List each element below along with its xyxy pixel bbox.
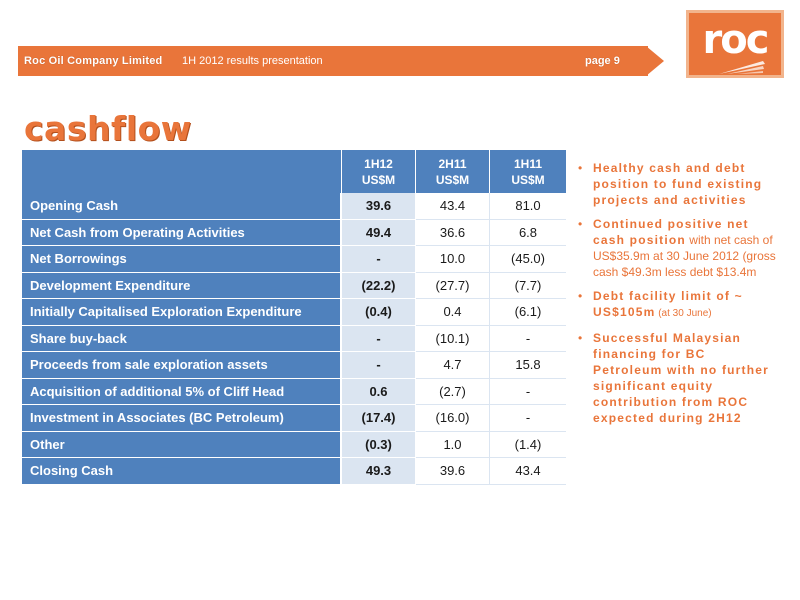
table-row: Initially Capitalised Exploration Expend… [22,299,566,326]
page-title: cashflow [24,109,192,148]
table-row: Net Cash from Operating Activities 49.4 36… [22,219,566,246]
value-1h11: 6.8 [490,219,566,246]
key-point: • Continued positive net cash position wi… [578,217,776,279]
row-label: Initially Capitalised Exploration Expend… [22,299,342,326]
header-banner [18,46,648,76]
value-1h11: (7.7) [490,272,566,299]
row-label: Opening Cash [22,193,342,220]
row-label: Other [22,431,342,458]
value-1h11: - [490,378,566,405]
value-1h12: - [342,325,416,352]
value-2h11: 43.4 [416,193,490,220]
company-name: Roc Oil Company Limited [24,55,163,67]
row-label: Development Expenditure [22,272,342,299]
value-1h12: 0.6 [342,378,416,405]
bullet-icon: • [578,289,583,303]
value-1h12: 39.6 [342,193,416,220]
value-1h11: - [490,325,566,352]
table-row: Proceeds from sale exploration assets -4.… [22,352,566,379]
table-row: Acquisition of additional 5% of Cliff He… [22,378,566,405]
table-row: Net Borrowings -10.0 (45.0) [22,246,566,273]
value-1h12: 49.4 [342,219,416,246]
value-1h12: (0.4) [342,299,416,326]
value-1h12: - [342,246,416,273]
bullet-icon: • [578,217,583,231]
value-2h11: (2.7) [416,378,490,405]
key-points-list: • Healthy cash and debt position to fund … [578,160,778,434]
row-label: Share buy-back [22,325,342,352]
row-label: Acquisition of additional 5% of Cliff He… [22,378,342,405]
table-row: Share buy-back - (10.1) - [22,325,566,352]
value-1h11: 15.8 [490,352,566,379]
cashflow-table: 1H12 US$M 2H11 US$M 1H11 US$M Opening Cash 3… [22,150,566,485]
value-2h11: 0.4 [416,299,490,326]
bullet-icon: • [578,161,583,175]
value-2h11: (27.7) [416,272,490,299]
key-point: • Healthy cash and debt position to fund … [578,161,763,207]
row-label: Proceeds from sale exploration assets [22,352,342,379]
bullet-icon: • [578,331,583,345]
table-row: Opening Cash 39.6 43.4 81.0 [22,193,566,220]
table-header-row: 1H12 US$M 2H11 US$M 1H11 US$M [22,150,566,193]
table-row: Closing Cash 49.3 39.6 43.4 [22,458,566,485]
value-2h11: 4.7 [416,352,490,379]
table-header-cell: 1H12 US$M [342,150,416,193]
key-point: • Debt facility limit of ~ US$105m (at 30… [578,289,743,319]
header-banner-arrow [646,46,664,76]
value-1h12: (0.3) [342,431,416,458]
table-row: Development Expenditure (22.2) (27.7) (7.7) [22,272,566,299]
value-1h11: 81.0 [490,193,566,220]
table-row: Other (0.3) 1.0 (1.4) [22,431,566,458]
value-1h12: - [342,352,416,379]
row-label: Net Cash from Operating Activities [22,219,342,246]
presentation-subtitle: 1H 2012 results presentation [182,55,323,67]
value-1h11: (6.1) [490,299,566,326]
value-1h11: 43.4 [490,458,566,485]
logo-text: roc [702,17,770,63]
key-point: • Successful Malaysian financing for BC P… [578,331,770,425]
row-label: Closing Cash [22,458,342,485]
value-1h11: (1.4) [490,431,566,458]
table-header-cell: 2H11 US$M [416,150,490,193]
value-1h12: (17.4) [342,405,416,432]
page-number: page 9 [585,55,620,67]
value-1h12: (22.2) [342,272,416,299]
row-label: Investment in Associates (BC Petroleum) [22,405,342,432]
table-header-cell: 1H11 US$M [490,150,566,193]
value-2h11: (16.0) [416,405,490,432]
table-header-blank [22,150,342,193]
table-row: Investment in Associates (BC Petroleum)(… [22,405,566,432]
value-1h11: (45.0) [490,246,566,273]
value-2h11: 39.6 [416,458,490,485]
value-2h11: (10.1) [416,325,490,352]
logo-rays-icon [719,61,765,74]
row-label: Net Borrowings [22,246,342,273]
value-2h11: 36.6 [416,219,490,246]
value-2h11: 1.0 [416,431,490,458]
value-2h11: 10.0 [416,246,490,273]
value-1h12: 49.3 [342,458,416,485]
roc-logo: roc [686,10,784,78]
value-1h11: - [490,405,566,432]
